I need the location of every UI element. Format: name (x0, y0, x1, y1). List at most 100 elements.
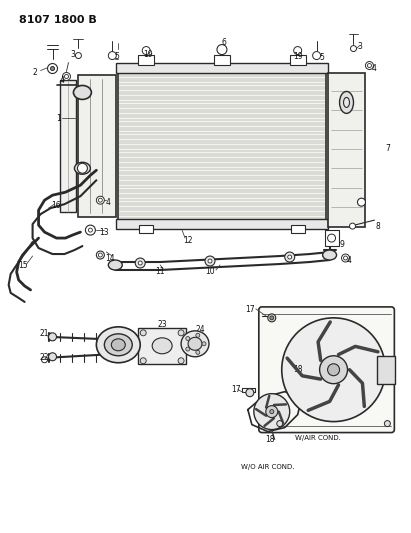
Circle shape (328, 234, 335, 242)
Text: 3: 3 (70, 50, 75, 59)
Text: 21: 21 (40, 329, 49, 338)
Circle shape (65, 75, 69, 78)
Text: 4: 4 (372, 64, 377, 73)
Circle shape (138, 261, 142, 265)
Text: 15: 15 (18, 261, 28, 270)
Circle shape (109, 52, 116, 60)
Text: 8: 8 (375, 222, 380, 231)
Circle shape (208, 259, 212, 263)
Text: 5: 5 (114, 52, 119, 61)
Text: 14: 14 (106, 254, 115, 263)
Circle shape (367, 63, 372, 68)
Circle shape (142, 46, 150, 54)
Bar (60, 80, 76, 212)
Circle shape (196, 333, 200, 337)
Ellipse shape (152, 338, 172, 354)
Circle shape (384, 421, 390, 426)
Circle shape (48, 353, 56, 361)
Text: W/AIR COND.: W/AIR COND. (295, 434, 341, 441)
Text: 7: 7 (385, 144, 390, 153)
Text: 11: 11 (155, 268, 165, 277)
Ellipse shape (323, 250, 337, 260)
Circle shape (246, 389, 254, 397)
Circle shape (96, 251, 104, 259)
Circle shape (285, 252, 295, 262)
Ellipse shape (74, 85, 91, 100)
Circle shape (349, 223, 356, 229)
Text: 6: 6 (222, 38, 226, 47)
Circle shape (48, 63, 58, 74)
Text: 23: 23 (157, 320, 167, 329)
Ellipse shape (74, 162, 90, 174)
Circle shape (294, 46, 302, 54)
Bar (116, 62, 328, 72)
Circle shape (268, 314, 276, 322)
Circle shape (98, 253, 102, 257)
Bar (138, 328, 186, 364)
Bar (116, 219, 328, 229)
Text: 4: 4 (106, 198, 111, 207)
Text: 16: 16 (52, 200, 61, 209)
Circle shape (186, 336, 190, 341)
Text: 24: 24 (195, 325, 205, 334)
Circle shape (342, 254, 349, 262)
Circle shape (344, 256, 348, 260)
Circle shape (140, 330, 146, 336)
Circle shape (140, 358, 146, 364)
Circle shape (51, 67, 55, 70)
Circle shape (351, 46, 356, 52)
Text: 9: 9 (339, 239, 344, 248)
Text: 10: 10 (205, 268, 215, 277)
Circle shape (205, 256, 215, 266)
Circle shape (277, 421, 283, 426)
Circle shape (42, 357, 48, 363)
Text: 2: 2 (32, 68, 37, 77)
Bar (139, 225, 153, 233)
Circle shape (196, 350, 200, 354)
Circle shape (178, 358, 184, 364)
Text: 17: 17 (245, 305, 255, 314)
Circle shape (62, 72, 70, 80)
Circle shape (85, 225, 95, 235)
Text: 8107 1800 B: 8107 1800 B (18, 15, 97, 25)
Circle shape (98, 198, 102, 202)
Ellipse shape (181, 331, 209, 357)
Circle shape (135, 258, 145, 268)
Circle shape (202, 342, 206, 346)
Circle shape (217, 45, 227, 54)
Circle shape (313, 52, 321, 60)
Circle shape (365, 61, 374, 69)
Bar (325, 230, 339, 246)
Circle shape (88, 228, 92, 232)
Ellipse shape (109, 260, 122, 270)
Bar (79, 76, 116, 217)
Text: 5: 5 (319, 53, 324, 62)
Circle shape (358, 198, 365, 206)
Bar (290, 54, 306, 64)
Circle shape (186, 347, 190, 351)
Circle shape (320, 356, 348, 384)
Text: 19: 19 (143, 50, 153, 59)
Ellipse shape (104, 334, 132, 356)
Bar (328, 72, 365, 227)
Text: 20: 20 (106, 330, 115, 340)
Bar (377, 356, 395, 384)
Ellipse shape (96, 327, 140, 363)
Text: 4: 4 (347, 255, 352, 264)
Circle shape (328, 364, 339, 376)
Ellipse shape (111, 339, 125, 351)
Circle shape (270, 410, 274, 414)
Ellipse shape (344, 98, 349, 108)
Bar (214, 54, 230, 64)
Ellipse shape (188, 337, 202, 350)
Ellipse shape (339, 92, 353, 114)
Circle shape (288, 255, 292, 259)
Text: 18: 18 (293, 365, 302, 374)
Bar (138, 54, 154, 64)
Circle shape (282, 318, 386, 422)
Text: 12: 12 (183, 236, 193, 245)
Text: W/O AIR COND.: W/O AIR COND. (241, 464, 295, 471)
Bar (291, 225, 305, 233)
Circle shape (266, 406, 278, 417)
Circle shape (96, 196, 104, 204)
